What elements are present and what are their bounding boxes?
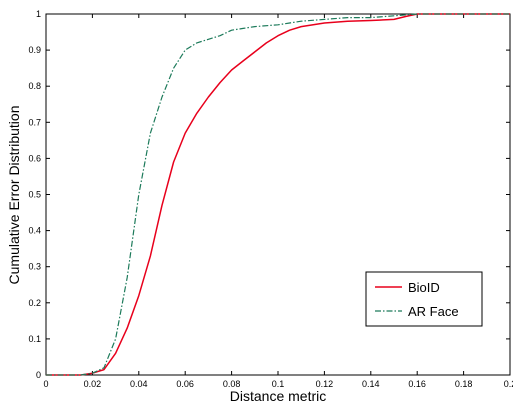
y-tick-label: 0.4	[28, 226, 41, 236]
x-tick-label: 0.02	[84, 379, 102, 389]
x-tick-label: 0.1	[272, 379, 285, 389]
y-axis-ticks: 0 0.1 0.2 0.3 0.4 0.5 0.6 0.7 0.8 0.9 1	[28, 9, 510, 380]
y-tick-label: 0.8	[28, 81, 41, 91]
y-tick-label: 0	[36, 370, 41, 380]
y-tick-label: 0.9	[28, 45, 41, 55]
legend-label-bioid: BioID	[408, 280, 440, 295]
legend-label-arface: AR Face	[408, 304, 459, 319]
x-tick-label: 0.2	[504, 379, 513, 389]
y-tick-label: 0.7	[28, 117, 41, 127]
y-tick-label: 0.3	[28, 262, 41, 272]
y-axis-title: Cumulative Error Distribution	[6, 106, 22, 285]
x-tick-label: 0.16	[408, 379, 426, 389]
legend-box	[365, 271, 483, 327]
series-line-bioid	[46, 13, 510, 376]
series-layer	[46, 13, 510, 376]
series-line-arface	[46, 13, 510, 376]
y-tick-label: 1	[36, 9, 41, 19]
x-axis-title: Distance metric	[230, 388, 326, 404]
x-tick-label: 0.04	[130, 379, 148, 389]
y-tick-label: 0.2	[28, 298, 41, 308]
y-tick-label: 0.1	[28, 334, 41, 344]
legend: BioID AR Face	[365, 271, 483, 327]
y-tick-label: 0.6	[28, 153, 41, 163]
x-tick-label: 0.18	[455, 379, 473, 389]
y-tick-label: 0.5	[28, 190, 41, 200]
x-tick-label: 0.12	[316, 379, 334, 389]
x-tick-label: 0.08	[223, 379, 241, 389]
x-tick-label: 0.06	[176, 379, 194, 389]
x-axis-ticks: 0 0.02 0.04 0.06 0.08 0.1 0.12 0.14 0.16 0.18 0.2	[43, 14, 513, 389]
x-tick-label: 0.14	[362, 379, 380, 389]
x-tick-label: 0	[43, 379, 48, 389]
